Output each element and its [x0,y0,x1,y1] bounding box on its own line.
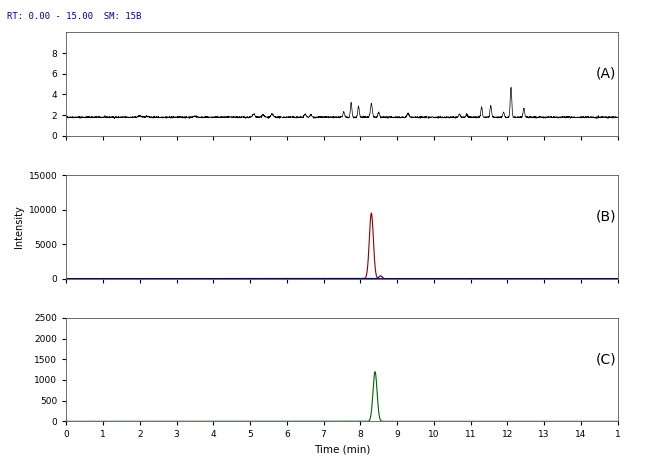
Text: RT: 0.00 - 15.00  SM: 15B: RT: 0.00 - 15.00 SM: 15B [7,12,141,20]
Text: (A): (A) [596,67,616,81]
X-axis label: Time (min): Time (min) [314,445,370,455]
Y-axis label: Intensity: Intensity [15,206,25,248]
Text: (C): (C) [596,352,616,366]
Text: (B): (B) [596,210,616,224]
